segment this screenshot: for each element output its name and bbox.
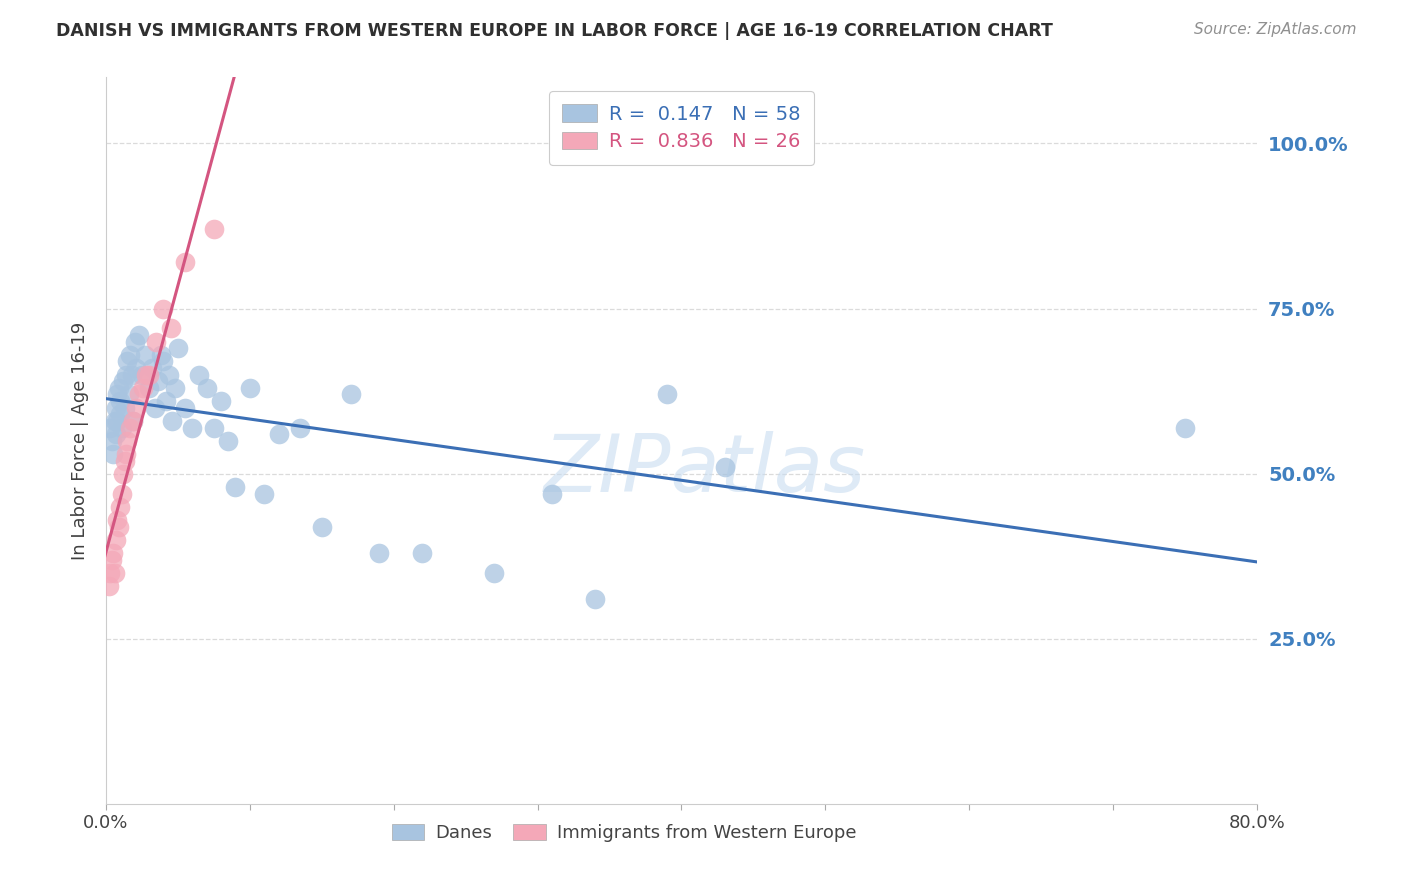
Point [152,354,174,368]
Point [174,255,197,269]
Point [149,348,172,362]
Point [145,334,167,349]
Point [143,401,166,415]
Point [104,533,127,547]
Point [146,374,169,388]
Point [138,368,160,382]
Point [188,368,211,382]
Point [152,301,174,316]
Point [98,420,121,434]
Point [100,434,122,448]
Point [239,381,262,395]
Point [1174,420,1197,434]
Point [655,387,678,401]
Point [98,566,121,580]
Point [288,420,311,434]
Point [339,387,361,401]
Point [120,420,142,434]
Point [368,546,391,560]
Point [117,434,139,448]
Point [160,414,183,428]
Point [97,579,120,593]
Legend: R =  0.147   N = 58, R =  0.836   N = 26: R = 0.147 N = 58, R = 0.836 N = 26 [548,91,814,164]
Point [108,519,131,533]
Point [713,460,735,475]
Point [112,467,135,481]
Point [112,374,135,388]
Point [132,381,155,395]
Point [117,354,139,368]
Point [103,414,125,428]
Point [202,222,225,236]
Point [101,447,124,461]
Point [217,434,239,448]
Point [174,401,197,415]
Text: DANISH VS IMMIGRANTS FROM WESTERN EUROPE IN LABOR FORCE | AGE 16-19 CORRELATION : DANISH VS IMMIGRANTS FROM WESTERN EUROPE… [56,22,1053,40]
Point [125,401,148,415]
Point [124,334,146,349]
Point [138,381,160,395]
Point [110,407,132,421]
Point [115,447,138,461]
Point [224,480,246,494]
Point [163,381,186,395]
Point [155,394,177,409]
Point [541,486,564,500]
Point [101,546,124,560]
Point [128,328,150,343]
Point [111,486,134,500]
Point [125,361,148,376]
Point [583,592,606,607]
Point [121,368,143,382]
Point [209,394,232,409]
Point [484,566,506,580]
Point [104,427,127,442]
Point [114,401,136,415]
Point [118,387,141,401]
Point [120,348,142,362]
Y-axis label: In Labor Force | Age 16-19: In Labor Force | Age 16-19 [72,322,89,560]
Point [311,519,333,533]
Point [134,348,156,362]
Point [104,401,127,415]
Point [107,513,129,527]
Point [107,387,129,401]
Point [108,381,131,395]
Point [128,387,150,401]
Point [195,381,218,395]
Point [202,420,225,434]
Point [141,361,163,376]
Point [111,420,134,434]
Text: ZIPatlas: ZIPatlas [544,431,866,508]
Point [122,414,145,428]
Point [253,486,276,500]
Point [159,321,181,335]
Point [122,414,145,428]
Point [166,341,188,355]
Point [107,414,129,428]
Point [411,546,433,560]
Point [181,420,204,434]
Point [110,500,132,514]
Point [267,427,290,442]
Point [135,368,157,382]
Point [103,566,125,580]
Point [114,453,136,467]
Point [157,368,180,382]
Text: Source: ZipAtlas.com: Source: ZipAtlas.com [1194,22,1357,37]
Point [131,368,153,382]
Point [115,368,138,382]
Point [110,394,132,409]
Point [100,552,122,566]
